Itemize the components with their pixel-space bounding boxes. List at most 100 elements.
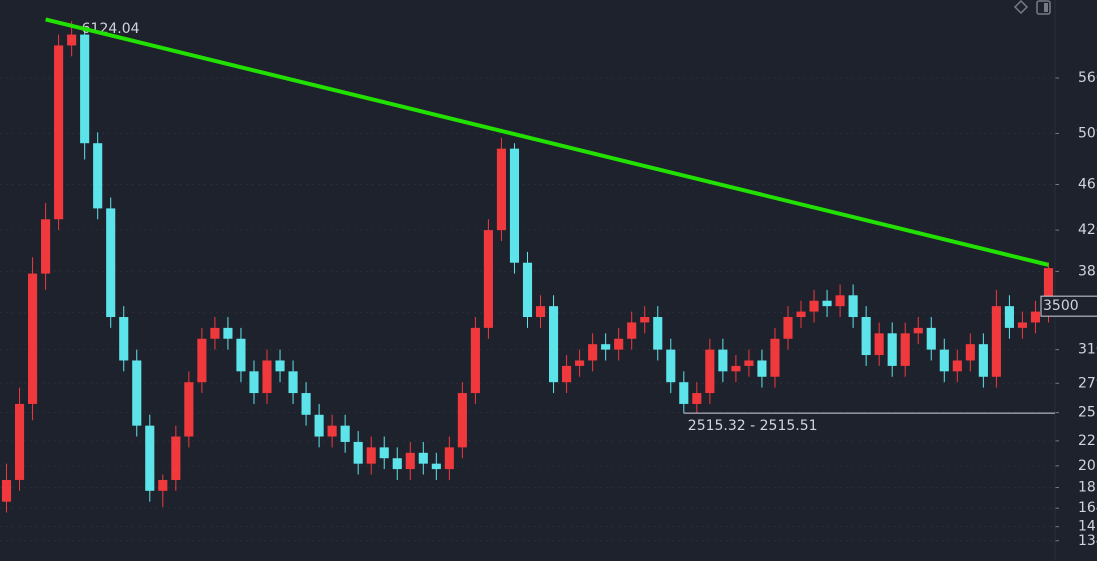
candle-body — [470, 327, 480, 394]
y-tick-label: 4620 — [1078, 176, 1097, 192]
y-tick-label: 2260 — [1078, 433, 1097, 449]
candle-body — [340, 425, 350, 442]
candle-body — [783, 317, 793, 339]
price-marker-box — [1040, 295, 1097, 317]
candle-body — [1004, 306, 1014, 328]
candle-body — [275, 360, 285, 372]
y-tick-label: 3100 — [1078, 342, 1097, 358]
candle-body — [132, 360, 142, 426]
y-tick-label: 5600 — [1078, 70, 1097, 86]
candle-body — [145, 425, 155, 491]
candle-body — [535, 306, 546, 318]
trendline — [45, 17, 1049, 267]
candle-body — [41, 219, 51, 274]
candle-body — [900, 333, 910, 366]
candle-body — [28, 273, 38, 404]
candle-body — [809, 300, 819, 312]
candle-body — [705, 349, 715, 394]
candle-body — [522, 262, 533, 318]
candle-body — [184, 382, 194, 437]
candle-body — [744, 360, 754, 366]
candle-body — [158, 479, 168, 491]
candle-body — [588, 344, 598, 361]
candle-body — [210, 327, 220, 339]
candle-body — [614, 338, 624, 350]
candle-body — [939, 349, 949, 372]
candle-body — [392, 458, 402, 470]
candle-body — [965, 344, 975, 361]
y-tick-label: 1640 — [1078, 500, 1097, 516]
candle-body — [562, 365, 572, 383]
candle-body — [913, 327, 923, 334]
candle-body — [757, 360, 767, 377]
candle-body — [1043, 268, 1054, 312]
candle-body — [861, 317, 871, 356]
candle-body — [14, 403, 25, 480]
y-tick-label: 1470 — [1078, 519, 1097, 535]
y-tick-label: 2030 — [1078, 458, 1097, 474]
candle-body — [679, 382, 689, 404]
candle-body — [718, 349, 728, 372]
candle-body — [509, 148, 520, 263]
y-tick-label: 3820 — [1078, 263, 1097, 279]
candle-body — [54, 45, 64, 220]
candle-body — [548, 306, 559, 383]
candle-body — [601, 344, 611, 350]
candle-body — [978, 344, 988, 377]
candle-body — [236, 338, 246, 372]
panel-icon-fill — [1044, 3, 1048, 12]
price-marker-label: 3500 — [1043, 298, 1079, 314]
candle-body — [431, 463, 441, 470]
candle-body — [223, 327, 233, 339]
candle-body — [379, 447, 389, 459]
y-tick-label: 1340 — [1078, 533, 1097, 549]
candle-body — [926, 327, 936, 350]
candle-body — [653, 317, 663, 350]
candle-body — [666, 349, 676, 383]
candle-body — [874, 333, 884, 356]
candle-body — [991, 306, 1001, 377]
y-tick-label: 4200 — [1078, 222, 1097, 238]
candle-body — [1030, 311, 1041, 323]
candle-body — [770, 338, 780, 377]
candle-body — [1017, 322, 1027, 328]
diamond-icon[interactable] — [1013, 0, 1029, 15]
candle-body — [731, 365, 741, 372]
candle-body — [692, 393, 702, 404]
candle-body — [575, 360, 585, 366]
candle-body — [796, 311, 806, 318]
candle-body — [119, 317, 129, 361]
candle-body — [887, 333, 897, 366]
candle-body — [249, 371, 259, 394]
candle-body — [353, 441, 363, 464]
support-label: 2515.32 - 2515.51 — [688, 418, 818, 434]
candle-body — [1, 479, 12, 502]
candle-body — [67, 34, 77, 46]
candle-body — [952, 360, 962, 372]
candle-body — [366, 447, 376, 464]
candle-body — [496, 148, 507, 231]
candle-body — [80, 34, 90, 144]
candle-body — [835, 295, 845, 307]
candle-body — [822, 300, 832, 307]
candle-body — [405, 452, 415, 470]
y-tick-label: 2520 — [1078, 405, 1097, 421]
candle-body — [327, 425, 337, 437]
panel-icon[interactable] — [1036, 0, 1051, 15]
candle-body — [444, 447, 454, 470]
candle-body — [197, 338, 207, 383]
candle-body — [640, 317, 650, 323]
candle-body — [171, 436, 181, 480]
candle-body — [93, 143, 103, 209]
candle-body — [106, 208, 116, 318]
candle-body — [314, 414, 324, 437]
toolbar-icons[interactable] — [1013, 0, 1051, 15]
candle-body — [483, 230, 493, 328]
candle-body — [848, 295, 858, 318]
candle-body — [288, 371, 298, 394]
y-tick-label: 5090 — [1078, 125, 1097, 141]
candle-body — [262, 360, 272, 394]
candle-body — [301, 393, 311, 415]
